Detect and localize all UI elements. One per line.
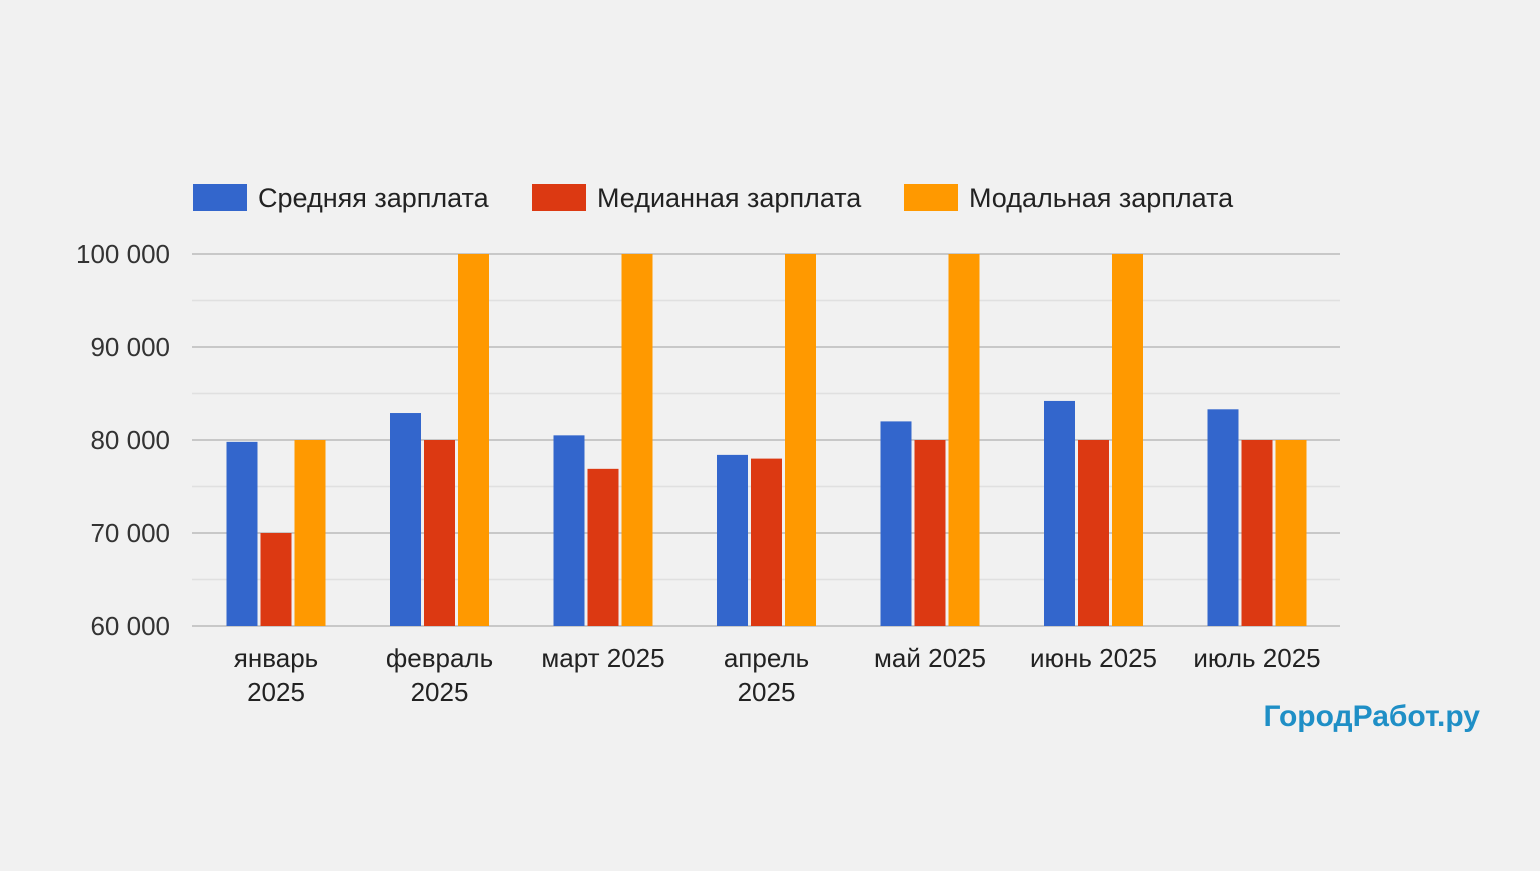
bar (458, 254, 489, 626)
bar (294, 440, 326, 626)
y-tick-label: 80 000 (90, 425, 170, 455)
x-tick-label: июнь 2025 (1030, 643, 1157, 673)
legend-label: Модальная зарплата (969, 183, 1234, 213)
x-tick-label: февраль 2025 (386, 643, 493, 707)
x-tick-label: март 2025 (541, 643, 664, 673)
bar (914, 440, 946, 626)
y-tick-label: 90 000 (90, 332, 170, 362)
axes: 60 000 70 000 80 000 90 000 100 000 январь 202… (76, 239, 1321, 707)
bar (1241, 440, 1273, 626)
bar (553, 435, 585, 626)
legend: Средняя зарплата Медианная зарплата Модаль… (193, 183, 1234, 213)
bar (785, 254, 816, 626)
bar (880, 421, 912, 626)
bar (1078, 440, 1109, 626)
bar (260, 533, 292, 626)
bar (587, 468, 619, 626)
bar (1112, 254, 1143, 626)
bar (717, 454, 748, 626)
legend-label: Медианная зарплата (597, 183, 862, 213)
bar (1275, 440, 1307, 626)
bar (1044, 400, 1075, 626)
x-tick-label: апрель 2025 (724, 643, 809, 707)
bar (1207, 409, 1239, 626)
bar (226, 441, 258, 626)
y-tick-label: 60 000 (90, 611, 170, 641)
x-tick-label: январь 2025 (234, 643, 318, 707)
legend-swatch (904, 184, 958, 211)
watermark-logo: ГородРабот.ру (1263, 700, 1480, 733)
legend-label: Средняя зарплата (258, 183, 490, 213)
bar (621, 254, 653, 626)
y-tick-label: 100 000 (76, 239, 170, 269)
legend-swatch (532, 184, 586, 211)
grid-lines (192, 253, 1340, 627)
bar (751, 458, 782, 626)
x-tick-label: июль 2025 (1193, 643, 1320, 673)
x-tick-label: май 2025 (874, 643, 986, 673)
bar (390, 413, 421, 626)
bar (948, 254, 980, 626)
y-tick-label: 70 000 (90, 518, 170, 548)
bars (226, 254, 1307, 626)
bar (424, 440, 455, 626)
legend-swatch (193, 184, 247, 211)
